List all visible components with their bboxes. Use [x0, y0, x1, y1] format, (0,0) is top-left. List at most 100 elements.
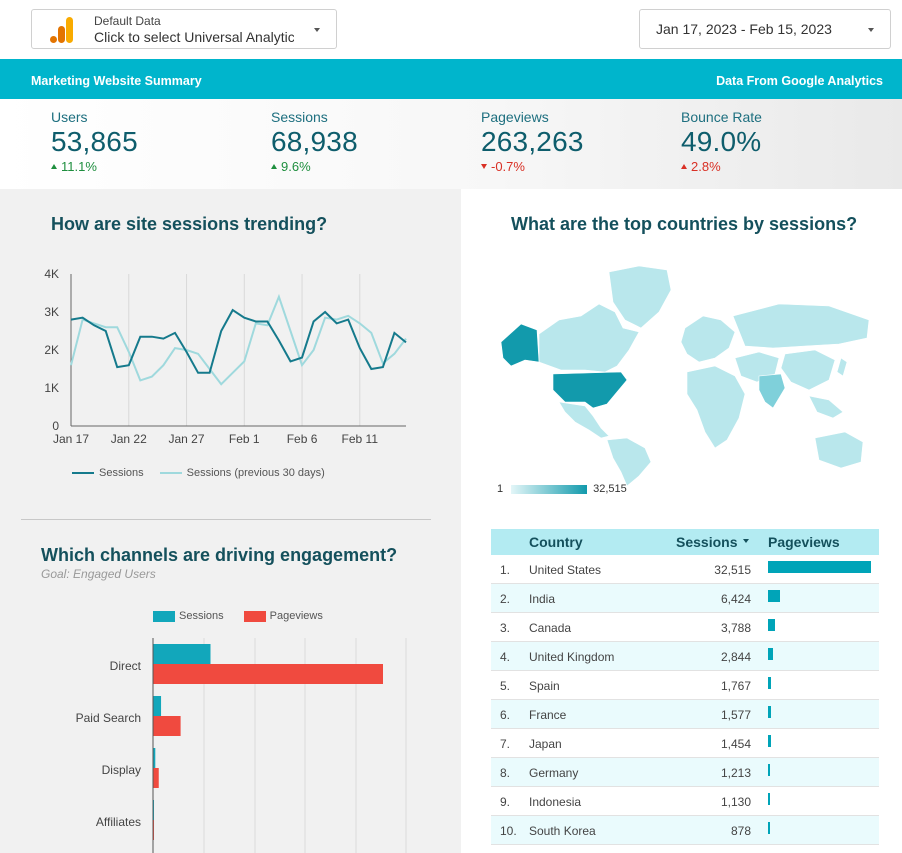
legend-label-sessions: Sessions — [179, 610, 224, 622]
countries-title: What are the top countries by sessions? — [511, 214, 858, 234]
channels-title: Which channels are driving engagement? — [41, 545, 398, 565]
table-cell-country: Indonesia — [529, 795, 582, 809]
pageviews-bar — [768, 648, 773, 660]
date-range-picker[interactable]: Jan 17, 2023 - Feb 15, 2023 — [639, 9, 891, 49]
map-region-canada — [538, 303, 640, 373]
kpi-label: Sessions — [271, 109, 328, 125]
legend-label-pageviews: Pageviews — [269, 610, 323, 622]
kpi-delta: 2.8% — [681, 159, 762, 174]
x-tick-label: Jan 17 — [53, 432, 89, 445]
arrow-down-icon — [481, 164, 487, 169]
map-region-east-asia — [780, 349, 836, 391]
table-cell-sessions: 2,844 — [720, 650, 751, 664]
kpi-delta-value: -0.7% — [491, 159, 525, 174]
map-region-australia — [814, 431, 864, 469]
line-chart-legend: Sessions Sessions (previous 30 days) — [72, 467, 325, 479]
table-header: Country Sessions Pageviews — [491, 529, 879, 555]
table-row[interactable]: 6. France 1,577 — [491, 700, 879, 729]
map-region-russia — [732, 303, 870, 349]
map-region-middle-east — [734, 351, 780, 383]
google-analytics-logo-icon — [50, 17, 73, 43]
table-cell-country: Germany — [529, 766, 579, 780]
table-row[interactable]: 9. Indonesia 1,130 — [491, 787, 879, 816]
x-tick-label: Jan 22 — [111, 432, 147, 445]
pageviews-bar — [768, 590, 780, 602]
map-region-south-america — [606, 437, 652, 487]
kpi-sessions: Sessions 68,938 9.6% — [271, 109, 358, 174]
sessions-trend-title: How are site sessions trending? — [51, 214, 328, 234]
column-header-pageviews[interactable]: Pageviews — [768, 534, 840, 550]
data-source-picker[interactable]: Default Data Click to select Universal A… — [31, 9, 337, 49]
category-label: Direct — [110, 659, 142, 673]
table-cell-sessions: 3,788 — [720, 621, 751, 635]
table-row[interactable]: 8. Germany 1,213 — [491, 758, 879, 787]
table-row[interactable]: 1. United States 32,515 — [491, 555, 879, 584]
y-tick-label: 4K — [44, 267, 59, 281]
series-line-sessions — [70, 308, 407, 374]
table-cell-country: Spain — [529, 679, 560, 693]
table-cell-rank: 2. — [500, 592, 511, 606]
kpi-scorecards: Users 53,865 11.1% Sessions 68,938 9.6% … — [0, 99, 902, 189]
bar-sessions[interactable] — [153, 696, 162, 716]
column-header-sessions-label: Sessions — [676, 534, 738, 550]
right-panel — [461, 189, 902, 853]
legend-swatch-previous — [159, 472, 182, 474]
left-panel — [0, 189, 461, 853]
column-header-country[interactable]: Country — [529, 534, 583, 550]
column-header-sessions[interactable]: Sessions — [676, 534, 750, 550]
bar-sessions[interactable] — [153, 748, 156, 768]
kpi-label: Bounce Rate — [681, 109, 762, 125]
table-row[interactable]: 5. Spain 1,767 — [491, 671, 879, 700]
table-cell-rank: 1. — [500, 563, 511, 577]
table-cell-sessions: 6,424 — [720, 592, 751, 606]
x-tick-label: Feb 11 — [342, 432, 379, 445]
map-region-europe — [680, 315, 736, 363]
table-row[interactable]: 3. Canada 3,788 — [491, 613, 879, 642]
kpi-delta-value: 9.6% — [281, 159, 311, 174]
legend-swatch-sessions — [72, 472, 94, 474]
pageviews-bar — [768, 561, 871, 573]
map-scale-max: 32,515 — [593, 483, 627, 495]
table-cell-sessions: 878 — [730, 824, 751, 838]
table-cell-sessions: 1,130 — [720, 795, 751, 809]
table-row[interactable]: 2. India 6,424 — [491, 584, 879, 613]
table-cell-country: United States — [529, 563, 602, 577]
pageviews-bar — [768, 677, 771, 689]
map-region-mexico — [558, 401, 610, 439]
pageviews-bar — [768, 706, 771, 718]
bar-pageviews[interactable] — [153, 716, 181, 736]
world-map[interactable] — [489, 262, 875, 488]
table-cell-sessions: 32,515 — [714, 563, 751, 577]
kpi-delta-value: 2.8% — [691, 159, 721, 174]
legend-swatch-sessions — [153, 610, 175, 622]
table-row[interactable]: 7. Japan 1,454 — [491, 729, 879, 758]
bar-pageviews[interactable] — [153, 768, 159, 788]
map-region-africa — [686, 365, 746, 449]
legend-label-sessions: Sessions — [99, 467, 144, 479]
bar-sessions[interactable] — [153, 644, 211, 664]
map-scale: 1 32,515 — [497, 483, 627, 495]
report-header: Marketing Website Summary Data From Goog… — [0, 59, 902, 99]
y-tick-label: 0 — [52, 419, 59, 433]
map-region-india — [758, 373, 786, 409]
arrow-up-icon — [51, 164, 57, 169]
table-row[interactable]: 10. South Korea 878 — [491, 816, 879, 845]
y-tick-label: 2K — [44, 343, 59, 357]
bar-pageviews[interactable] — [153, 664, 383, 684]
kpi-label: Users — [51, 109, 88, 125]
kpi-users: Users 53,865 11.1% — [51, 109, 138, 174]
country-table: Country Sessions Pageviews 1. United Stat… — [491, 529, 879, 845]
table-cell-sessions: 1,767 — [720, 679, 751, 693]
series-line-previous — [70, 293, 407, 386]
table-cell-rank: 3. — [500, 621, 511, 635]
channels-subtitle: Goal: Engaged Users — [41, 567, 156, 581]
map-scale-gradient — [511, 484, 588, 494]
table-cell-country: Canada — [529, 621, 572, 635]
x-tick-label: Feb 1 — [229, 432, 260, 445]
pageviews-bar — [768, 822, 770, 834]
table-row[interactable]: 4. United Kingdom 2,844 — [491, 642, 879, 671]
map-region-united-states — [552, 371, 628, 409]
arrow-up-icon — [271, 164, 277, 169]
table-cell-rank: 4. — [500, 650, 511, 664]
table-cell-sessions: 1,213 — [720, 766, 751, 780]
